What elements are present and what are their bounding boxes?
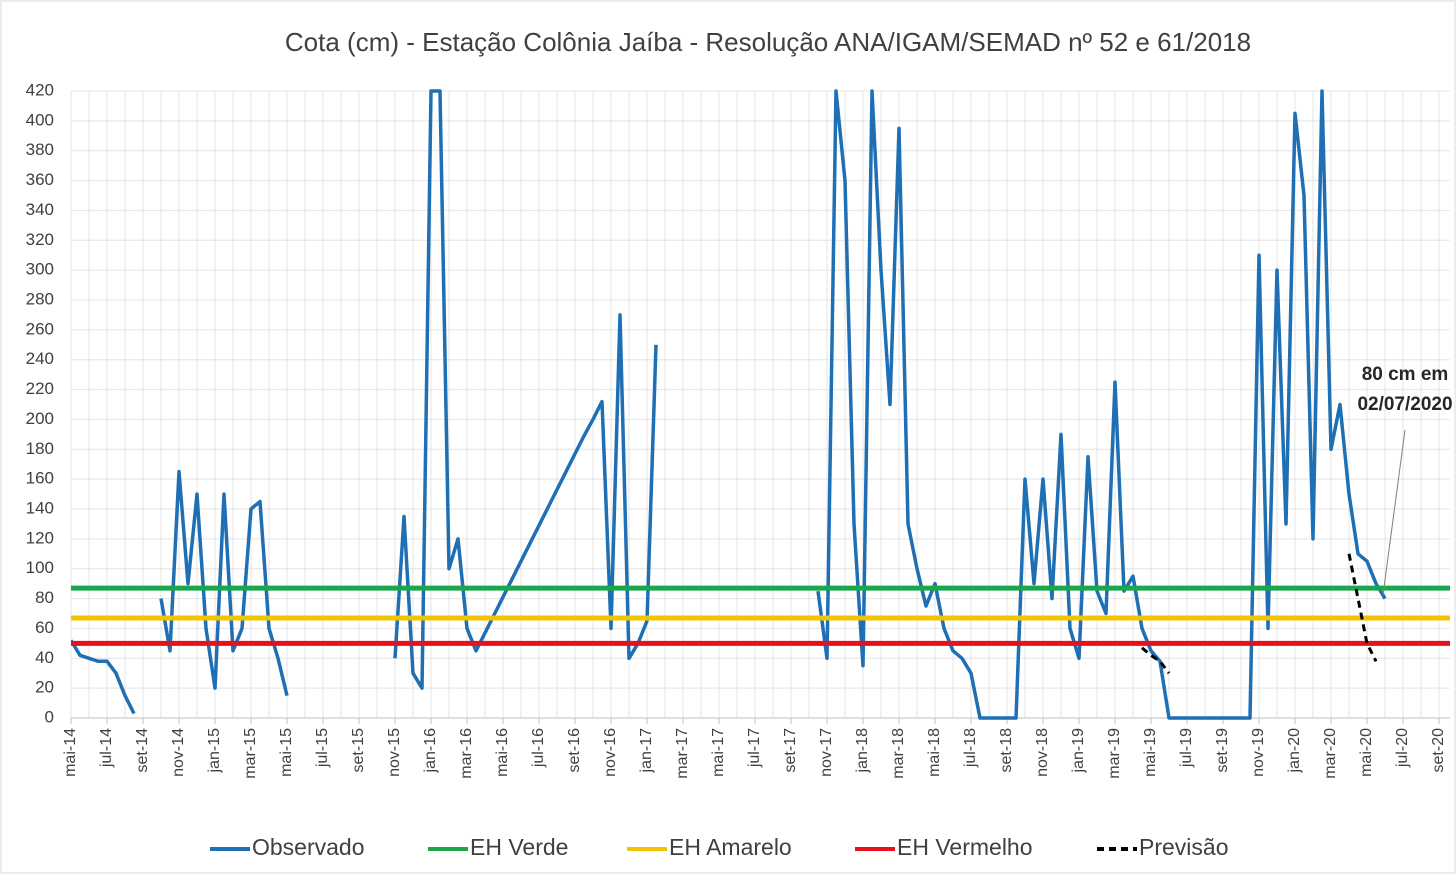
y-tick-label: 240 bbox=[26, 349, 54, 368]
y-tick-label: 80 bbox=[35, 588, 54, 607]
x-tick-label: mar-17 bbox=[674, 728, 691, 779]
x-tick-label: nov-15 bbox=[386, 728, 403, 777]
x-tick-label: mai-17 bbox=[710, 728, 727, 777]
x-tick-label: jan-20 bbox=[1286, 728, 1303, 774]
legend-label: Observado bbox=[252, 834, 365, 860]
y-tick-label: 400 bbox=[26, 110, 54, 129]
y-tick-label: 100 bbox=[26, 558, 54, 577]
series-line bbox=[1347, 553, 1378, 662]
y-tick-label: 40 bbox=[35, 648, 54, 667]
x-tick-label: set-20 bbox=[1430, 728, 1447, 773]
x-tick-label: set-15 bbox=[350, 728, 367, 773]
y-tick-label: 300 bbox=[26, 260, 54, 279]
y-tick-label: 120 bbox=[26, 528, 54, 547]
x-tick-label: mar-15 bbox=[242, 728, 259, 779]
plot bbox=[71, 89, 1450, 720]
x-tick-label: mar-19 bbox=[1106, 728, 1123, 779]
y-tick-label: 280 bbox=[26, 289, 54, 308]
legend-label: Previsão bbox=[1139, 834, 1228, 860]
y-tick-label: 180 bbox=[26, 439, 54, 458]
x-tick-label: nov-16 bbox=[602, 728, 619, 777]
chart-title: Cota (cm) - Estação Colônia Jaíba - Reso… bbox=[285, 27, 1251, 57]
legend-label: EH Vermelho bbox=[897, 834, 1033, 860]
x-tick-label: jan-19 bbox=[1070, 728, 1087, 774]
x-tick-label: jan-16 bbox=[422, 728, 439, 774]
y-tick-label: 20 bbox=[35, 678, 54, 697]
series-line bbox=[71, 639, 136, 715]
x-tick-label: jul-18 bbox=[962, 728, 979, 768]
y-tick-label: 340 bbox=[26, 200, 54, 219]
y-tick-label: 60 bbox=[35, 618, 54, 637]
x-tick-label: mai-16 bbox=[494, 728, 511, 777]
x-tick-label: jul-14 bbox=[98, 728, 115, 768]
y-tick-label: 420 bbox=[26, 80, 54, 99]
grid bbox=[70, 90, 1450, 724]
x-tick-label: jan-17 bbox=[638, 728, 655, 774]
x-tick-label: mar-16 bbox=[458, 728, 475, 779]
x-tick-label: jul-17 bbox=[746, 728, 763, 768]
y-tick-label: 160 bbox=[26, 469, 54, 488]
x-tick-label: mar-18 bbox=[890, 728, 907, 779]
x-tick-label: jul-20 bbox=[1394, 728, 1411, 768]
series-line bbox=[393, 89, 658, 690]
x-tick-label: set-18 bbox=[998, 728, 1015, 773]
x-tick-label: nov-14 bbox=[170, 728, 187, 777]
x-tick-label: jul-19 bbox=[1178, 728, 1195, 768]
x-tick-label: jul-15 bbox=[314, 728, 331, 768]
x-tick-label: nov-17 bbox=[818, 728, 835, 777]
x-tick-label: mar-20 bbox=[1322, 728, 1339, 779]
y-tick-label: 320 bbox=[26, 230, 54, 249]
annotation: 02/07/2020 bbox=[1357, 394, 1452, 415]
annotation: 80 cm em bbox=[1362, 364, 1449, 385]
x-tick-label: set-16 bbox=[566, 728, 583, 773]
y-tick-label: 260 bbox=[26, 319, 54, 338]
legend-label: EH Amarelo bbox=[669, 834, 792, 860]
series-line bbox=[1141, 646, 1171, 675]
y-tick-label: 140 bbox=[26, 498, 54, 517]
x-tick-label: jan-15 bbox=[206, 728, 223, 774]
series-line bbox=[816, 89, 1387, 720]
legend-label: EH Verde bbox=[470, 834, 568, 860]
y-tick-label: 200 bbox=[26, 409, 54, 428]
annotation-leader bbox=[1382, 429, 1406, 596]
y-tick-label: 380 bbox=[26, 140, 54, 159]
y-tick-label: 360 bbox=[26, 170, 54, 189]
x-tick-label: jul-16 bbox=[530, 728, 547, 768]
x-tick-label: set-19 bbox=[1214, 728, 1231, 773]
x-tick-label: mai-19 bbox=[1142, 728, 1159, 777]
x-tick-label: mai-14 bbox=[62, 728, 79, 777]
x-tick-label: set-17 bbox=[782, 728, 799, 773]
y-tick-label: 220 bbox=[26, 379, 54, 398]
x-tick-label: nov-18 bbox=[1034, 728, 1051, 777]
x-tick-label: nov-19 bbox=[1250, 728, 1267, 777]
y-tick-label: 0 bbox=[45, 707, 54, 726]
x-tick-label: mai-18 bbox=[926, 728, 943, 777]
x-tick-label: set-14 bbox=[134, 728, 151, 773]
x-tick-label: mai-20 bbox=[1358, 728, 1375, 777]
x-tick-label: jan-18 bbox=[854, 728, 871, 774]
x-tick-label: mai-15 bbox=[278, 728, 295, 777]
